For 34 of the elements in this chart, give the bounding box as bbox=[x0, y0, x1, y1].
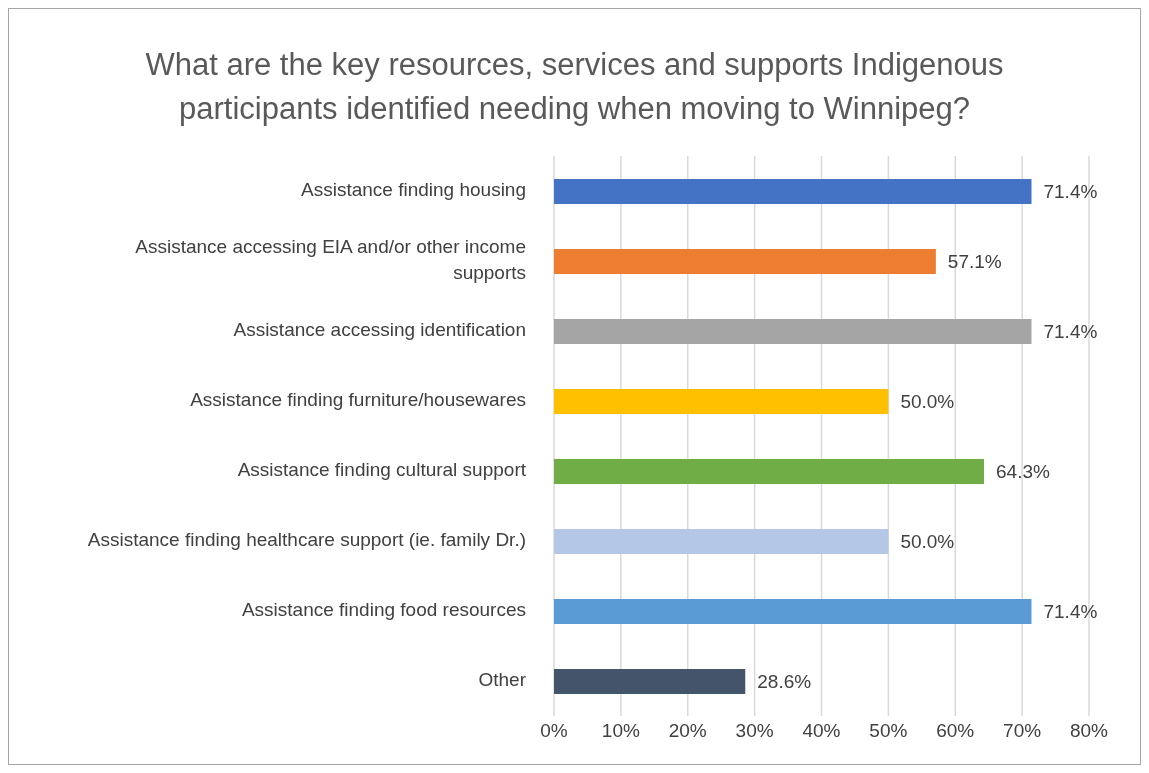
x-tick-label: 30% bbox=[735, 720, 774, 742]
bar bbox=[554, 599, 1032, 624]
y-tick-label: Assistance accessing EIA and/or other income supports bbox=[135, 236, 526, 284]
data-label: 71.4% bbox=[1043, 181, 1098, 203]
data-label: 50.0% bbox=[900, 531, 955, 553]
x-tick-label: 80% bbox=[1069, 720, 1109, 742]
x-tick-label: 70% bbox=[1003, 720, 1042, 742]
x-tick-label: 50% bbox=[869, 720, 908, 742]
bar bbox=[554, 389, 889, 414]
bar bbox=[554, 319, 1032, 344]
data-label: 64.3% bbox=[996, 461, 1050, 483]
x-tick-label: 20% bbox=[668, 720, 707, 742]
data-label: 71.4% bbox=[1043, 601, 1098, 623]
x-tick-label: 0% bbox=[540, 720, 568, 742]
y-tick-label: Assistance finding food resources bbox=[241, 599, 526, 621]
bar bbox=[554, 669, 746, 694]
bar bbox=[554, 179, 1032, 204]
data-label: 57.1% bbox=[947, 251, 1002, 273]
y-tick-label: Other bbox=[478, 669, 527, 691]
data-label: 71.4% bbox=[1043, 321, 1098, 343]
data-label: 50.0% bbox=[900, 391, 955, 413]
bar bbox=[554, 459, 985, 484]
y-tick-label: Assistance accessing identification bbox=[233, 319, 526, 341]
x-tick-label: 10% bbox=[601, 720, 640, 742]
x-tick-label: 60% bbox=[936, 720, 975, 742]
y-tick-label: Assistance finding healthcare support (ie. family Dr.) bbox=[87, 529, 526, 551]
bar bbox=[554, 529, 889, 554]
y-tick-label: Assistance finding furniture/housewares bbox=[190, 389, 526, 411]
chart-title: What are the key resources, services and supports Indigenous participants identified needing when moving to Winnipeg? bbox=[144, 46, 1005, 128]
y-tick-label: Assistance finding housing bbox=[301, 179, 526, 201]
x-tick-label: 40% bbox=[802, 720, 841, 742]
y-tick-label: Assistance finding cultural support bbox=[237, 459, 527, 481]
data-label: 28.6% bbox=[757, 671, 812, 693]
bar bbox=[554, 249, 936, 274]
